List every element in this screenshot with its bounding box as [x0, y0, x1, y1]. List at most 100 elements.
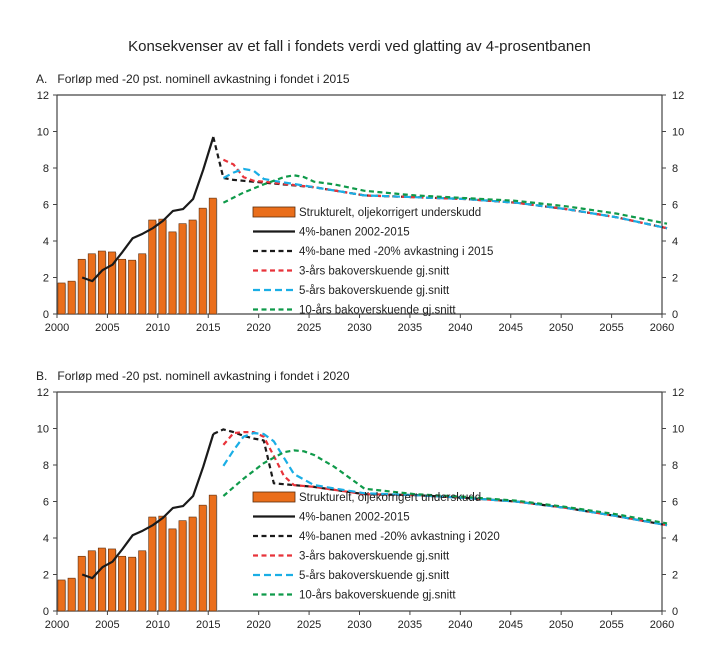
panel-b-chart: 0 2 4 6 8 10 12 0 2 4 6 8 10 12 2000 2005 2010 2015 2020 20… — [37, 387, 685, 631]
y-tick-label-left: 8 — [43, 163, 49, 175]
bar — [108, 251, 116, 315]
legend-avg-5yr-label: 5-års bakoverskuende gj.snitt — [299, 570, 450, 582]
y-tick-label-left: 8 — [43, 460, 49, 472]
bar — [128, 259, 137, 315]
x-tick-label: 2025 — [297, 322, 321, 334]
x-tick-label: 2035 — [398, 619, 422, 631]
y-tick-label-right: 2 — [672, 273, 678, 285]
panel-b-title-text: Forløp med -20 pst. nominell avkastning … — [57, 369, 350, 383]
bar — [158, 218, 167, 315]
panel-a-chart: 0 2 4 6 8 10 12 0 2 4 6 8 10 12 2000 2005 2010 2015 2020 20… — [37, 90, 685, 334]
x-tick-label: 2015 — [196, 619, 220, 631]
bar — [148, 219, 157, 315]
x-tick-label: 2030 — [347, 619, 371, 631]
panel-b-label: B. — [36, 369, 48, 383]
bar — [188, 219, 197, 315]
x-tick-label: 2030 — [347, 322, 371, 334]
bar — [208, 197, 217, 315]
chart-main-title: Konsekvenser av et fall i fondets verdi … — [128, 38, 591, 55]
bar — [148, 516, 157, 612]
x-tick-label: 2045 — [499, 322, 523, 334]
y-tick-label-right: 4 — [672, 236, 678, 248]
series-line-avg-10yr — [222, 449, 668, 525]
y-tick-label-left: 6 — [43, 497, 49, 509]
bar — [97, 250, 106, 315]
legend-avg-10yr-label: 10-års bakoverskuende gj.snitt — [299, 305, 456, 317]
x-tick-label: 2040 — [448, 619, 472, 631]
legend-scenario-path-label: 4%-banen med -20% avkastning i 2020 — [299, 531, 500, 543]
x-tick-label: 2055 — [599, 619, 623, 631]
bar — [138, 550, 147, 612]
x-tick-label: 2045 — [499, 619, 523, 631]
y-tick-label-right: 2 — [672, 570, 678, 582]
bar — [67, 280, 76, 315]
legend-bars-label: Strukturelt, oljekorrigert underskudd — [299, 492, 481, 504]
y-tick-label-right: 6 — [672, 497, 678, 509]
y-tick-label-left: 12 — [37, 90, 49, 102]
bar — [188, 516, 197, 612]
y-tick-label-left: 0 — [43, 606, 49, 618]
bar — [178, 520, 187, 612]
x-tick-label: 2015 — [196, 322, 220, 334]
series-line-scenario-path — [212, 428, 668, 527]
y-tick-label-left: 12 — [37, 387, 49, 399]
bar — [198, 207, 207, 315]
y-tick-label-left: 10 — [37, 127, 49, 139]
bar — [118, 555, 126, 612]
y-tick-label-left: 0 — [43, 309, 49, 321]
y-tick-label-right: 8 — [672, 163, 678, 175]
legend-path-2002-2015-label: 4%-banen 2002-2015 — [299, 512, 410, 524]
bar — [208, 494, 217, 612]
bar — [158, 515, 167, 612]
x-tick-label: 2000 — [45, 619, 69, 631]
x-tick-label: 2010 — [146, 322, 170, 334]
panel-a-label: A. — [36, 72, 48, 86]
legend-avg-3yr-label: 3-års bakoverskuende gj.snitt — [299, 266, 450, 278]
legend-scenario-path-label: 4%-bane med -20% avkastning i 2015 — [299, 246, 493, 258]
y-tick-label-right: 6 — [672, 200, 678, 212]
bar — [128, 556, 137, 612]
bar — [138, 253, 147, 315]
bar — [57, 282, 66, 315]
legend-avg-3yr-label: 3-års bakoverskuende gj.snitt — [299, 551, 450, 563]
bar — [198, 504, 207, 612]
bar — [178, 223, 187, 315]
y-tick-label-right: 0 — [672, 309, 678, 321]
y-tick-label-right: 8 — [672, 460, 678, 472]
y-tick-label-left: 4 — [43, 533, 49, 545]
bar — [168, 528, 177, 612]
series-line-avg-5yr — [222, 167, 668, 230]
y-tick-label-right: 4 — [672, 533, 678, 545]
panel-b-title: B. Forløp med -20 pst. nominell avkastni… — [36, 369, 350, 383]
bar — [168, 231, 177, 315]
series-line-avg-10yr — [222, 174, 668, 225]
x-tick-label: 2055 — [599, 322, 623, 334]
panel-a-title: A. Forløp med -20 pst. nominell avkastni… — [36, 72, 350, 86]
y-tick-label-left: 10 — [37, 424, 49, 436]
bar — [67, 577, 76, 612]
bar — [108, 548, 116, 612]
bar — [77, 555, 86, 612]
legend-swatch-bars — [252, 491, 296, 503]
x-tick-label: 2020 — [246, 619, 270, 631]
y-tick-label-left: 4 — [43, 236, 49, 248]
legend-avg-10yr-label: 10-års bakoverskuende gj.snitt — [299, 590, 456, 602]
bar — [87, 550, 96, 612]
series-line-avg-3yr — [222, 158, 668, 230]
x-tick-label: 2020 — [246, 322, 270, 334]
bar — [87, 253, 96, 315]
bar — [57, 579, 66, 612]
x-tick-label: 2005 — [95, 322, 119, 334]
legend-path-2002-2015-label: 4%-banen 2002-2015 — [299, 227, 410, 239]
y-tick-label-right: 10 — [672, 127, 684, 139]
x-tick-label: 2060 — [650, 619, 674, 631]
legend-swatch-bars — [252, 206, 296, 218]
x-tick-label: 2050 — [549, 322, 573, 334]
y-tick-label-left: 2 — [43, 570, 49, 582]
y-tick-label-left: 6 — [43, 200, 49, 212]
x-tick-label: 2025 — [297, 619, 321, 631]
x-tick-label: 2040 — [448, 322, 472, 334]
x-tick-label: 2060 — [650, 322, 674, 334]
series-line-path-2002-2015 — [81, 433, 215, 580]
y-tick-label-left: 2 — [43, 273, 49, 285]
